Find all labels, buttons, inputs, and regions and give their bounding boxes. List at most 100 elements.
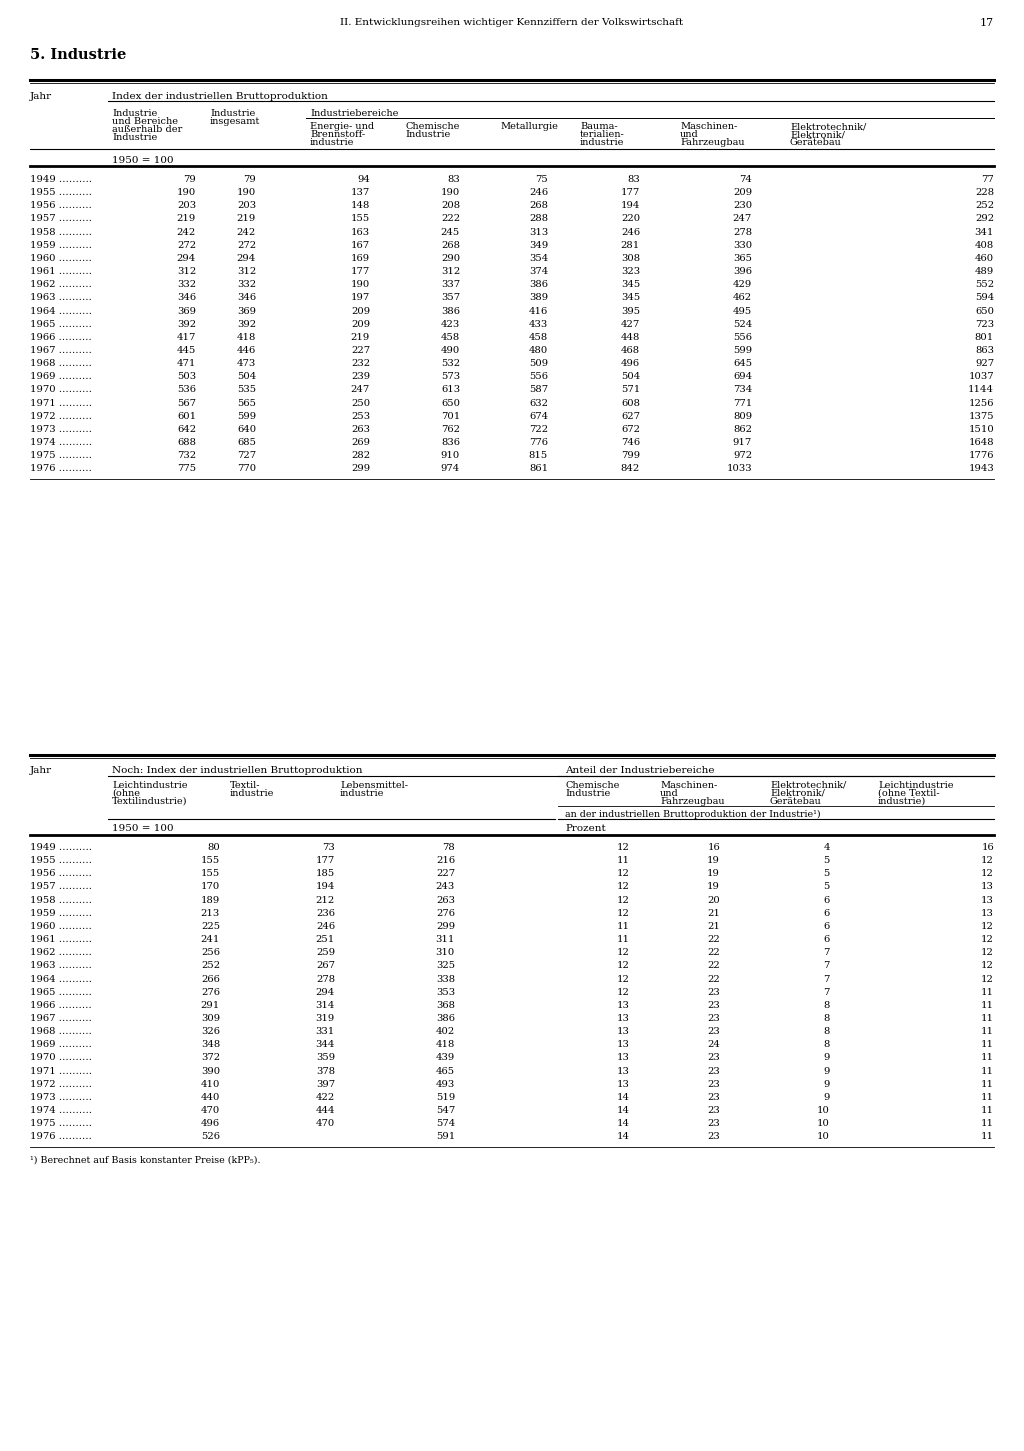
Text: 480: 480	[528, 345, 548, 355]
Text: 227: 227	[351, 345, 370, 355]
Text: 332: 332	[177, 280, 196, 289]
Text: 276: 276	[436, 908, 455, 917]
Text: 427: 427	[621, 319, 640, 328]
Text: Fahrzeugbau: Fahrzeugbau	[660, 797, 725, 805]
Text: 12: 12	[981, 962, 994, 971]
Text: 77: 77	[981, 176, 994, 184]
Text: 250: 250	[351, 399, 370, 408]
Text: 12: 12	[981, 869, 994, 878]
Text: 12: 12	[617, 988, 630, 997]
Text: 155: 155	[201, 856, 220, 865]
Text: Leichtindustrie: Leichtindustrie	[112, 781, 187, 789]
Text: 552: 552	[975, 280, 994, 289]
Text: 470: 470	[201, 1106, 220, 1114]
Text: 422: 422	[315, 1093, 335, 1101]
Text: und Bereiche: und Bereiche	[112, 118, 178, 126]
Text: insgesamt: insgesamt	[210, 118, 260, 126]
Text: 20: 20	[708, 895, 720, 904]
Text: 23: 23	[708, 1132, 720, 1142]
Text: 536: 536	[177, 386, 196, 395]
Text: Maschinen-: Maschinen-	[660, 781, 717, 789]
Text: 1972 ……….: 1972 ……….	[30, 412, 92, 421]
Text: 331: 331	[315, 1027, 335, 1036]
Text: 294: 294	[177, 254, 196, 263]
Text: 532: 532	[441, 358, 460, 369]
Text: ¹) Berechnet auf Basis konstanter Preise (kPP₅).: ¹) Berechnet auf Basis konstanter Preise…	[30, 1155, 260, 1165]
Text: Noch: Index der industriellen Bruttoproduktion: Noch: Index der industriellen Bruttoprod…	[112, 766, 362, 775]
Text: 243: 243	[436, 882, 455, 891]
Text: 5. Industrie: 5. Industrie	[30, 48, 126, 62]
Text: 776: 776	[529, 438, 548, 447]
Text: 12: 12	[981, 856, 994, 865]
Text: 5: 5	[823, 882, 830, 891]
Text: 12: 12	[617, 962, 630, 971]
Text: 504: 504	[621, 373, 640, 382]
Text: 13: 13	[617, 1014, 630, 1023]
Text: 801: 801	[975, 332, 994, 342]
Text: und: und	[680, 131, 698, 139]
Text: 209: 209	[351, 319, 370, 328]
Text: 473: 473	[237, 358, 256, 369]
Text: terialien-: terialien-	[580, 131, 625, 139]
Text: 1970 ……….: 1970 ……….	[30, 1053, 92, 1062]
Text: 212: 212	[315, 895, 335, 904]
Text: 608: 608	[621, 399, 640, 408]
Text: 556: 556	[529, 373, 548, 382]
Text: 232: 232	[351, 358, 370, 369]
Text: 974: 974	[440, 464, 460, 473]
Text: 465: 465	[436, 1066, 455, 1075]
Text: 21: 21	[708, 908, 720, 917]
Text: 177: 177	[315, 856, 335, 865]
Text: 19: 19	[708, 882, 720, 891]
Text: Jahr: Jahr	[30, 91, 52, 102]
Text: 11: 11	[617, 921, 630, 932]
Text: 268: 268	[441, 241, 460, 250]
Text: 213: 213	[201, 908, 220, 917]
Text: 1974 ……….: 1974 ……….	[30, 438, 92, 447]
Text: 269: 269	[351, 438, 370, 447]
Text: 208: 208	[441, 202, 460, 210]
Text: 408: 408	[975, 241, 994, 250]
Text: 685: 685	[237, 438, 256, 447]
Text: 1959 ……….: 1959 ……….	[30, 908, 92, 917]
Text: 8: 8	[823, 1014, 830, 1023]
Text: 594: 594	[975, 293, 994, 302]
Text: Energie- und: Energie- und	[310, 122, 374, 131]
Text: 11: 11	[617, 934, 630, 945]
Text: 349: 349	[528, 241, 548, 250]
Text: 148: 148	[350, 202, 370, 210]
Text: 468: 468	[621, 345, 640, 355]
Text: 1960 ……….: 1960 ……….	[30, 254, 92, 263]
Text: 448: 448	[621, 332, 640, 342]
Text: 241: 241	[201, 934, 220, 945]
Text: 291: 291	[201, 1001, 220, 1010]
Text: Brennstoff-: Brennstoff-	[310, 131, 366, 139]
Text: 228: 228	[975, 189, 994, 197]
Text: 272: 272	[177, 241, 196, 250]
Text: Fahrzeugbau: Fahrzeugbau	[680, 138, 744, 147]
Text: 11: 11	[981, 1053, 994, 1062]
Text: 1966 ……….: 1966 ……….	[30, 1001, 91, 1010]
Text: 392: 392	[177, 319, 196, 328]
Text: 460: 460	[975, 254, 994, 263]
Text: 1964 ……….: 1964 ……….	[30, 306, 92, 315]
Text: 9: 9	[823, 1053, 830, 1062]
Text: 9: 9	[823, 1066, 830, 1075]
Text: 470: 470	[315, 1119, 335, 1127]
Text: 290: 290	[441, 254, 460, 263]
Text: 12: 12	[617, 895, 630, 904]
Text: 7: 7	[823, 962, 830, 971]
Text: 1375: 1375	[969, 412, 994, 421]
Text: 13: 13	[617, 1001, 630, 1010]
Text: 688: 688	[177, 438, 196, 447]
Text: 6: 6	[823, 921, 830, 932]
Text: 325: 325	[436, 962, 455, 971]
Text: 263: 263	[436, 895, 455, 904]
Text: 263: 263	[351, 425, 370, 434]
Text: 21: 21	[708, 921, 720, 932]
Text: 337: 337	[441, 280, 460, 289]
Text: 247: 247	[733, 215, 752, 223]
Text: 395: 395	[621, 306, 640, 315]
Text: 311: 311	[435, 934, 455, 945]
Text: 1958 ……….: 1958 ……….	[30, 895, 92, 904]
